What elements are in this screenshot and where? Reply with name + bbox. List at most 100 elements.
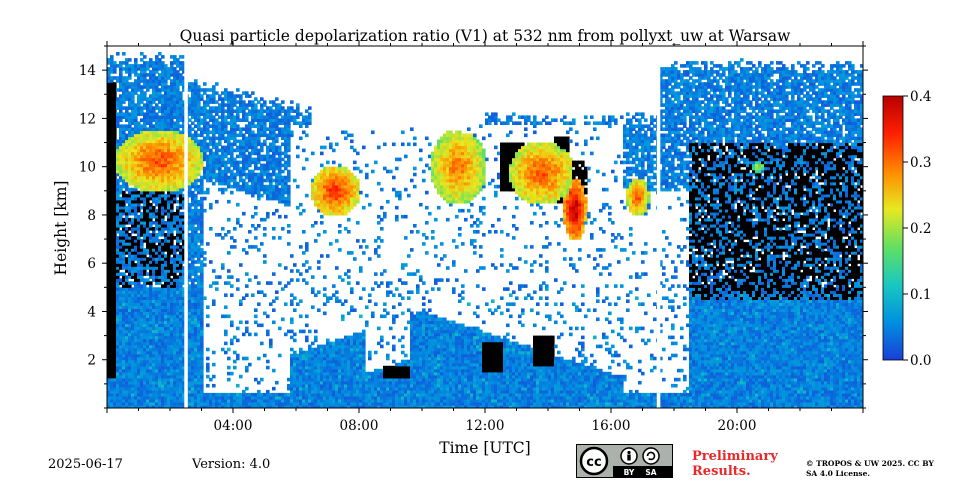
heatmap-cell [305, 260, 309, 264]
heatmap-cell [299, 137, 303, 141]
heatmap-cell [248, 278, 252, 282]
heatmap-cell [350, 287, 354, 291]
heatmap-cell [281, 106, 285, 110]
heatmap-cell [299, 272, 303, 276]
heatmap-cell [287, 230, 291, 234]
heatmap-cell [233, 227, 237, 231]
heatmap-cell [221, 227, 225, 231]
heatmap-cell [308, 330, 312, 334]
heatmap-cell [254, 315, 258, 319]
heatmap-cell [266, 366, 270, 370]
heatmap-cell [311, 305, 315, 309]
heatmap-cell [248, 363, 252, 367]
heatmap-cell [269, 281, 273, 285]
heatmap-cell [293, 263, 297, 267]
plot-area [107, 46, 864, 409]
heatmap-cell [233, 245, 237, 249]
heatmap-cell [260, 324, 264, 328]
heatmap-cell [209, 203, 213, 207]
heatmap-cell [266, 330, 270, 334]
heatmap-cell [356, 239, 360, 243]
heatmap-cell [305, 281, 309, 285]
heatmap-cell [317, 290, 321, 294]
heatmap-cell [296, 146, 300, 150]
heatmap-cell [227, 378, 231, 382]
heatmap-cell [287, 224, 291, 228]
heatmap-cell [206, 363, 210, 367]
heatmap-cell [269, 339, 273, 343]
heatmap-cell [140, 52, 144, 56]
heatmap-cell [314, 330, 318, 334]
heatmap-cell [299, 315, 303, 319]
heatmap-cell [293, 308, 297, 312]
heatmap-cell [200, 363, 204, 367]
heatmap-cell [200, 182, 204, 186]
heatmap-cell [347, 281, 351, 285]
heatmap-cell [332, 161, 336, 165]
heatmap-cell [263, 100, 267, 104]
heatmap-cell [245, 357, 249, 361]
heatmap-cell [245, 284, 249, 288]
heatmap-cell [296, 278, 300, 282]
heatmap-cell [239, 375, 243, 379]
heatmap-cell [305, 158, 309, 162]
heatmap-cell [287, 200, 291, 204]
heatmap-cell [257, 248, 261, 252]
heatmap-cell [254, 212, 258, 216]
heatmap-cell [347, 312, 351, 316]
heatmap-cell [200, 290, 204, 294]
heatmap-cell [338, 224, 342, 228]
heatmap-cell [206, 305, 210, 309]
heatmap-cell [293, 296, 297, 300]
heatmap-cell [305, 134, 309, 138]
heatmap-cell [287, 170, 291, 174]
heatmap-cell [320, 152, 324, 156]
heatmap-cell [278, 263, 282, 267]
heatmap-cell [284, 302, 288, 306]
heatmap-cell [206, 188, 210, 192]
heatmap-cell [338, 248, 342, 252]
heatmap-cell [314, 336, 318, 340]
heatmap-cell [293, 333, 297, 337]
heatmap-cell [236, 287, 240, 291]
heatmap-cell [275, 381, 279, 385]
heatmap-cell [308, 106, 312, 110]
heatmap-cell [206, 315, 210, 319]
heatmap-cell [263, 354, 267, 358]
heatmap-cell [338, 230, 342, 234]
heatmap-cell [278, 236, 282, 240]
heatmap-cell [290, 318, 294, 322]
heatmap-cell [287, 146, 291, 150]
heatmap-cell [266, 315, 270, 319]
heatmap-cell [275, 296, 279, 300]
heatmap-cell [227, 230, 231, 234]
heatmap-cell [251, 293, 255, 297]
heatmap-cell [203, 209, 207, 213]
heatmap-cell [317, 260, 321, 264]
heatmap-cell [284, 266, 288, 270]
heatmap-cell [320, 254, 324, 258]
heatmap-cell [203, 296, 207, 300]
heatmap-cell [311, 275, 315, 279]
heatmap-cell [284, 215, 288, 219]
heatmap-cell [224, 342, 228, 346]
heatmap-cell [128, 76, 132, 80]
heatmap-cell [290, 254, 294, 258]
heatmap-cell [353, 308, 357, 312]
heatmap-cell [293, 339, 297, 343]
heatmap-cell [299, 203, 303, 207]
heatmap-cell [281, 100, 285, 104]
heatmap-cell [314, 221, 318, 225]
heatmap-cell [347, 275, 351, 279]
heatmap-cell [224, 293, 228, 297]
heatmap-cell [227, 357, 231, 361]
heatmap-cell [281, 227, 285, 231]
heatmap-cell [335, 290, 339, 294]
heatmap-cell [200, 348, 204, 352]
heatmap-cell [305, 194, 309, 198]
heatmap-cell [278, 327, 282, 331]
heatmap-cell [287, 185, 291, 189]
heatmap-cell [263, 227, 267, 231]
heatmap-cell [203, 197, 207, 201]
heatmap-cell [272, 387, 276, 391]
